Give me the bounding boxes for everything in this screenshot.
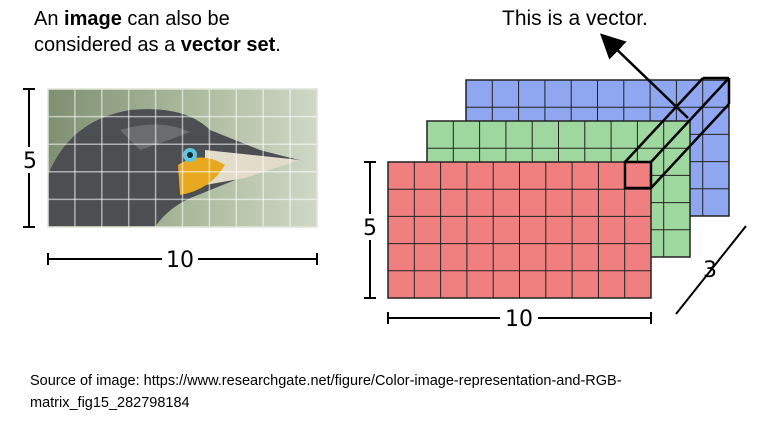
vector-pointer-arrow: [599, 33, 689, 119]
bird-width-marker: 10: [47, 247, 318, 273]
caption-bold-vector-set: vector set: [180, 34, 276, 56]
stack-width-marker: 10: [387, 306, 652, 332]
vector-label: This is a vector.: [502, 7, 648, 30]
stack-height-label: 5: [363, 216, 377, 241]
bird-height-label: 5: [23, 149, 37, 174]
stack-depth-label: 3: [703, 258, 717, 283]
red-channel-layer: [387, 161, 652, 299]
bird-image-border: [47, 88, 318, 228]
bird-image-grid: [47, 88, 318, 228]
bird-width-label: 10: [166, 248, 194, 273]
caption-bold-image: image: [64, 8, 122, 30]
vector-prism: [623, 76, 731, 190]
source-citation: Source of image: https://www.researchgat…: [30, 373, 622, 411]
caption-line-1: An image can also be: [34, 8, 230, 30]
caption: An image can also be considered as a vec…: [34, 6, 281, 58]
bird-height-marker: 5: [18, 88, 42, 228]
stack-width-label: 10: [505, 307, 533, 332]
stack-height-marker: 5: [358, 161, 382, 299]
caption-line-2: considered as a vector set.: [34, 34, 281, 56]
stack-depth-marker: 3: [675, 225, 747, 315]
